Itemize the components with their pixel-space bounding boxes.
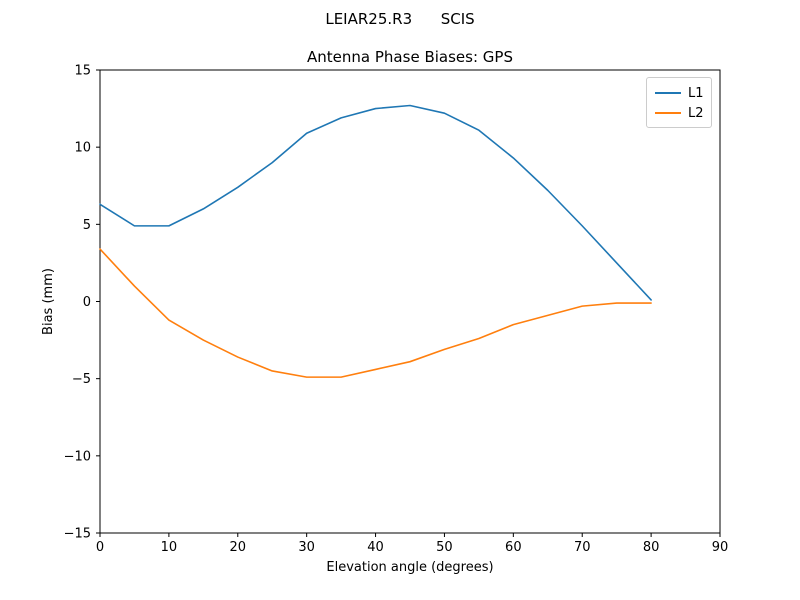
legend-item-l2: L2 — [655, 103, 704, 123]
svg-text:5: 5 — [83, 218, 91, 233]
svg-text:−5: −5 — [72, 372, 91, 387]
svg-text:15: 15 — [74, 64, 91, 79]
svg-text:80: 80 — [643, 540, 660, 555]
svg-text:50: 50 — [436, 540, 453, 555]
svg-text:10: 10 — [161, 540, 178, 555]
svg-text:10: 10 — [74, 141, 91, 156]
svg-text:60: 60 — [505, 540, 522, 555]
svg-text:20: 20 — [230, 540, 247, 555]
legend-line-l2-icon — [655, 112, 681, 114]
legend: L1 L2 — [646, 77, 712, 128]
svg-text:−15: −15 — [64, 527, 91, 542]
y-axis-label: Bias (mm) — [41, 268, 56, 335]
legend-label-l1: L1 — [688, 85, 704, 101]
legend-item-l1: L1 — [655, 83, 704, 103]
legend-label-l2: L2 — [688, 105, 704, 121]
legend-line-l1-icon — [655, 92, 681, 94]
svg-text:0: 0 — [83, 295, 91, 310]
svg-text:70: 70 — [574, 540, 591, 555]
svg-text:−10: −10 — [64, 449, 91, 464]
figure-suptitle: LEIAR25.R3 SCIS — [325, 10, 475, 28]
svg-text:40: 40 — [367, 540, 384, 555]
svg-text:30: 30 — [298, 540, 315, 555]
svg-text:0: 0 — [96, 540, 104, 555]
x-axis-label: Elevation angle (degrees) — [326, 560, 494, 575]
chart-title: Antenna Phase Biases: GPS — [307, 48, 513, 66]
svg-text:90: 90 — [712, 540, 729, 555]
